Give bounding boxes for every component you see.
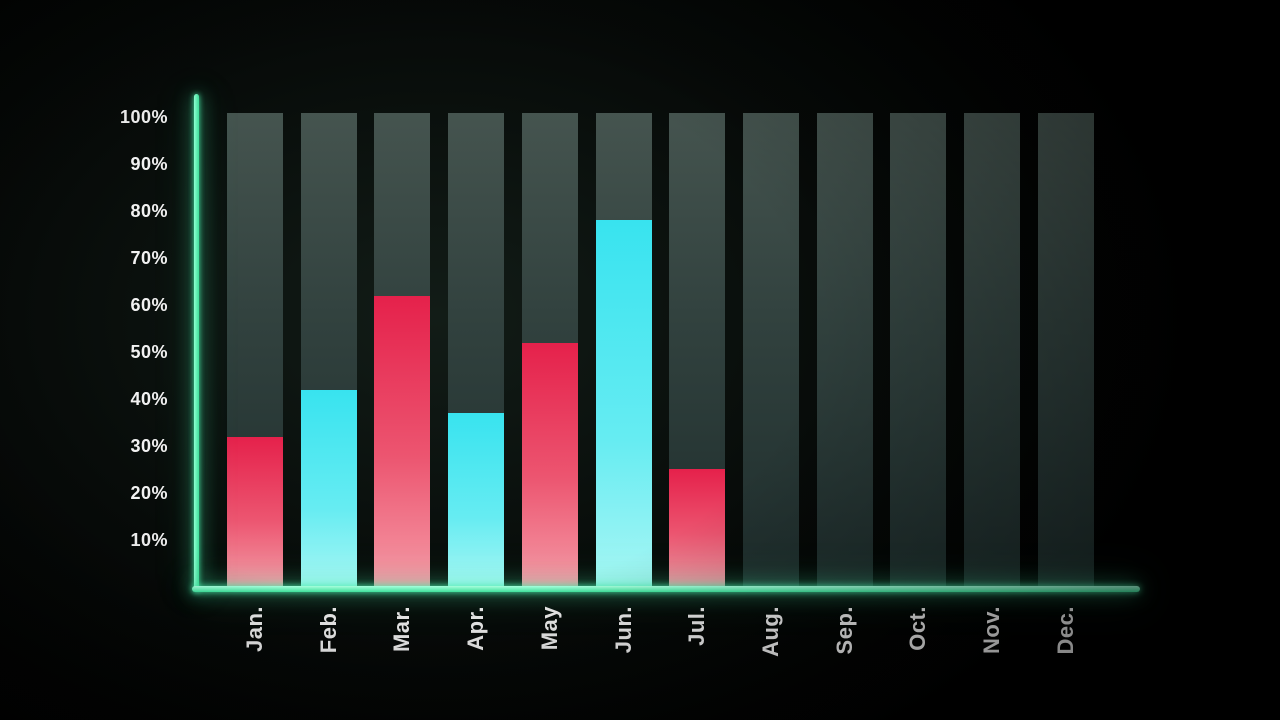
x-axis-label-may: May <box>537 606 562 651</box>
x-axis-label-sep: Sep. <box>832 606 857 655</box>
y-axis-label-50: 50% <box>130 342 168 362</box>
bar-mar <box>374 296 430 587</box>
y-axis-label-100: 100% <box>119 107 168 127</box>
background-bar-aug <box>743 113 799 587</box>
background-bar-nov <box>964 113 1020 587</box>
bar-jul <box>669 469 725 587</box>
bar-feb <box>301 390 357 587</box>
x-axis-label-dec: Dec. <box>1053 606 1078 655</box>
background-bar-dec <box>1038 113 1094 587</box>
y-axis-label-40: 40% <box>130 389 168 409</box>
x-axis-line <box>192 586 1140 592</box>
y-axis-label-60: 60% <box>130 295 168 315</box>
x-axis-label-oct: Oct. <box>905 606 930 651</box>
y-axis-label-70: 70% <box>130 248 168 268</box>
bar-may <box>522 343 578 587</box>
y-axis-label-20: 20% <box>130 483 168 503</box>
x-axis-label-apr: Apr. <box>463 606 488 651</box>
background-bar-oct <box>890 113 946 587</box>
x-axis-label-nov: Nov. <box>979 606 1004 655</box>
bar-apr <box>448 413 504 587</box>
y-axis-label-10: 10% <box>130 530 168 550</box>
y-axis-label-30: 30% <box>130 436 168 456</box>
x-axis-label-jul: Jul. <box>684 606 709 646</box>
x-axis-label-aug: Aug. <box>758 606 783 657</box>
bar-jan <box>227 437 283 587</box>
x-axis-label-jan: Jan. <box>242 606 267 653</box>
x-axis-label-jun: Jun. <box>611 606 636 654</box>
bar-jun <box>596 220 652 587</box>
x-axis-label-feb: Feb. <box>316 606 341 654</box>
y-axis-line <box>194 94 199 592</box>
y-axis-label-90: 90% <box>130 154 168 174</box>
x-axis-label-mar: Mar. <box>389 606 414 653</box>
background-bar-sep <box>817 113 873 587</box>
y-axis-label-80: 80% <box>130 201 168 221</box>
